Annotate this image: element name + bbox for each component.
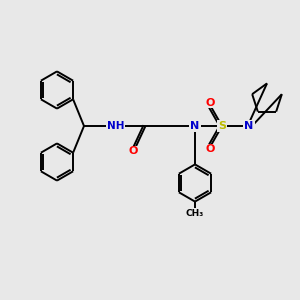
Text: N: N [190,121,200,131]
Text: O: O [205,144,215,154]
Text: O: O [205,98,215,108]
Text: O: O [129,146,138,157]
Text: CH₃: CH₃ [186,208,204,217]
Text: N: N [244,121,253,131]
Text: S: S [218,121,226,131]
Text: NH: NH [107,121,124,131]
